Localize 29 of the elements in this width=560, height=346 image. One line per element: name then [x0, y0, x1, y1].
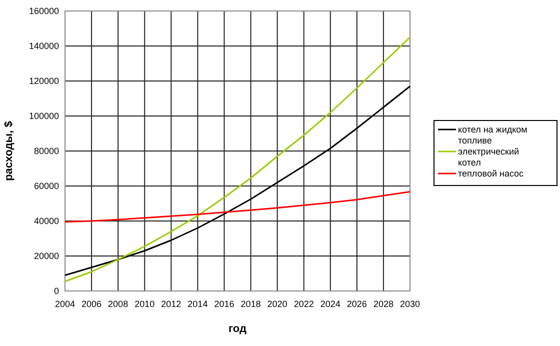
y-axis-title: расходы, $ — [3, 121, 15, 181]
y-tick-label: 0 — [54, 286, 59, 296]
x-tick-label: 2014 — [188, 299, 208, 309]
x-tick-label: 2022 — [294, 299, 314, 309]
x-tick-label: 2026 — [346, 299, 367, 309]
x-tick-label: 2016 — [214, 299, 234, 309]
y-tick-label: 160000 — [28, 6, 59, 16]
x-tick-label: 2024 — [320, 299, 340, 309]
y-tick-label: 20000 — [34, 251, 59, 261]
line-series — [64, 191, 411, 223]
y-tick-label: 80000 — [34, 146, 59, 156]
y-tick-label: 60000 — [34, 181, 59, 191]
legend-label: тепловой насос — [458, 168, 524, 178]
y-tick-label: 120000 — [28, 76, 59, 86]
y-tick-label: 100000 — [28, 111, 59, 121]
line-series — [64, 86, 411, 276]
x-tick-label: 2008 — [108, 299, 128, 309]
line-series — [64, 36, 411, 282]
x-tick-label: 2012 — [161, 299, 182, 309]
x-tick-label: 2006 — [82, 299, 102, 309]
x-tick-label: 2004 — [54, 299, 76, 309]
x-tick-label: 2030 — [400, 299, 420, 309]
x-axis-title: год — [228, 323, 247, 335]
x-tick-label: 2028 — [373, 299, 394, 309]
x-tick-label: 2010 — [134, 299, 155, 309]
x-tick-label: 2020 — [267, 299, 288, 309]
y-tick-label: 40000 — [34, 216, 59, 226]
x-tick-label: 2018 — [240, 299, 261, 309]
y-tick-label: 140000 — [28, 41, 59, 51]
